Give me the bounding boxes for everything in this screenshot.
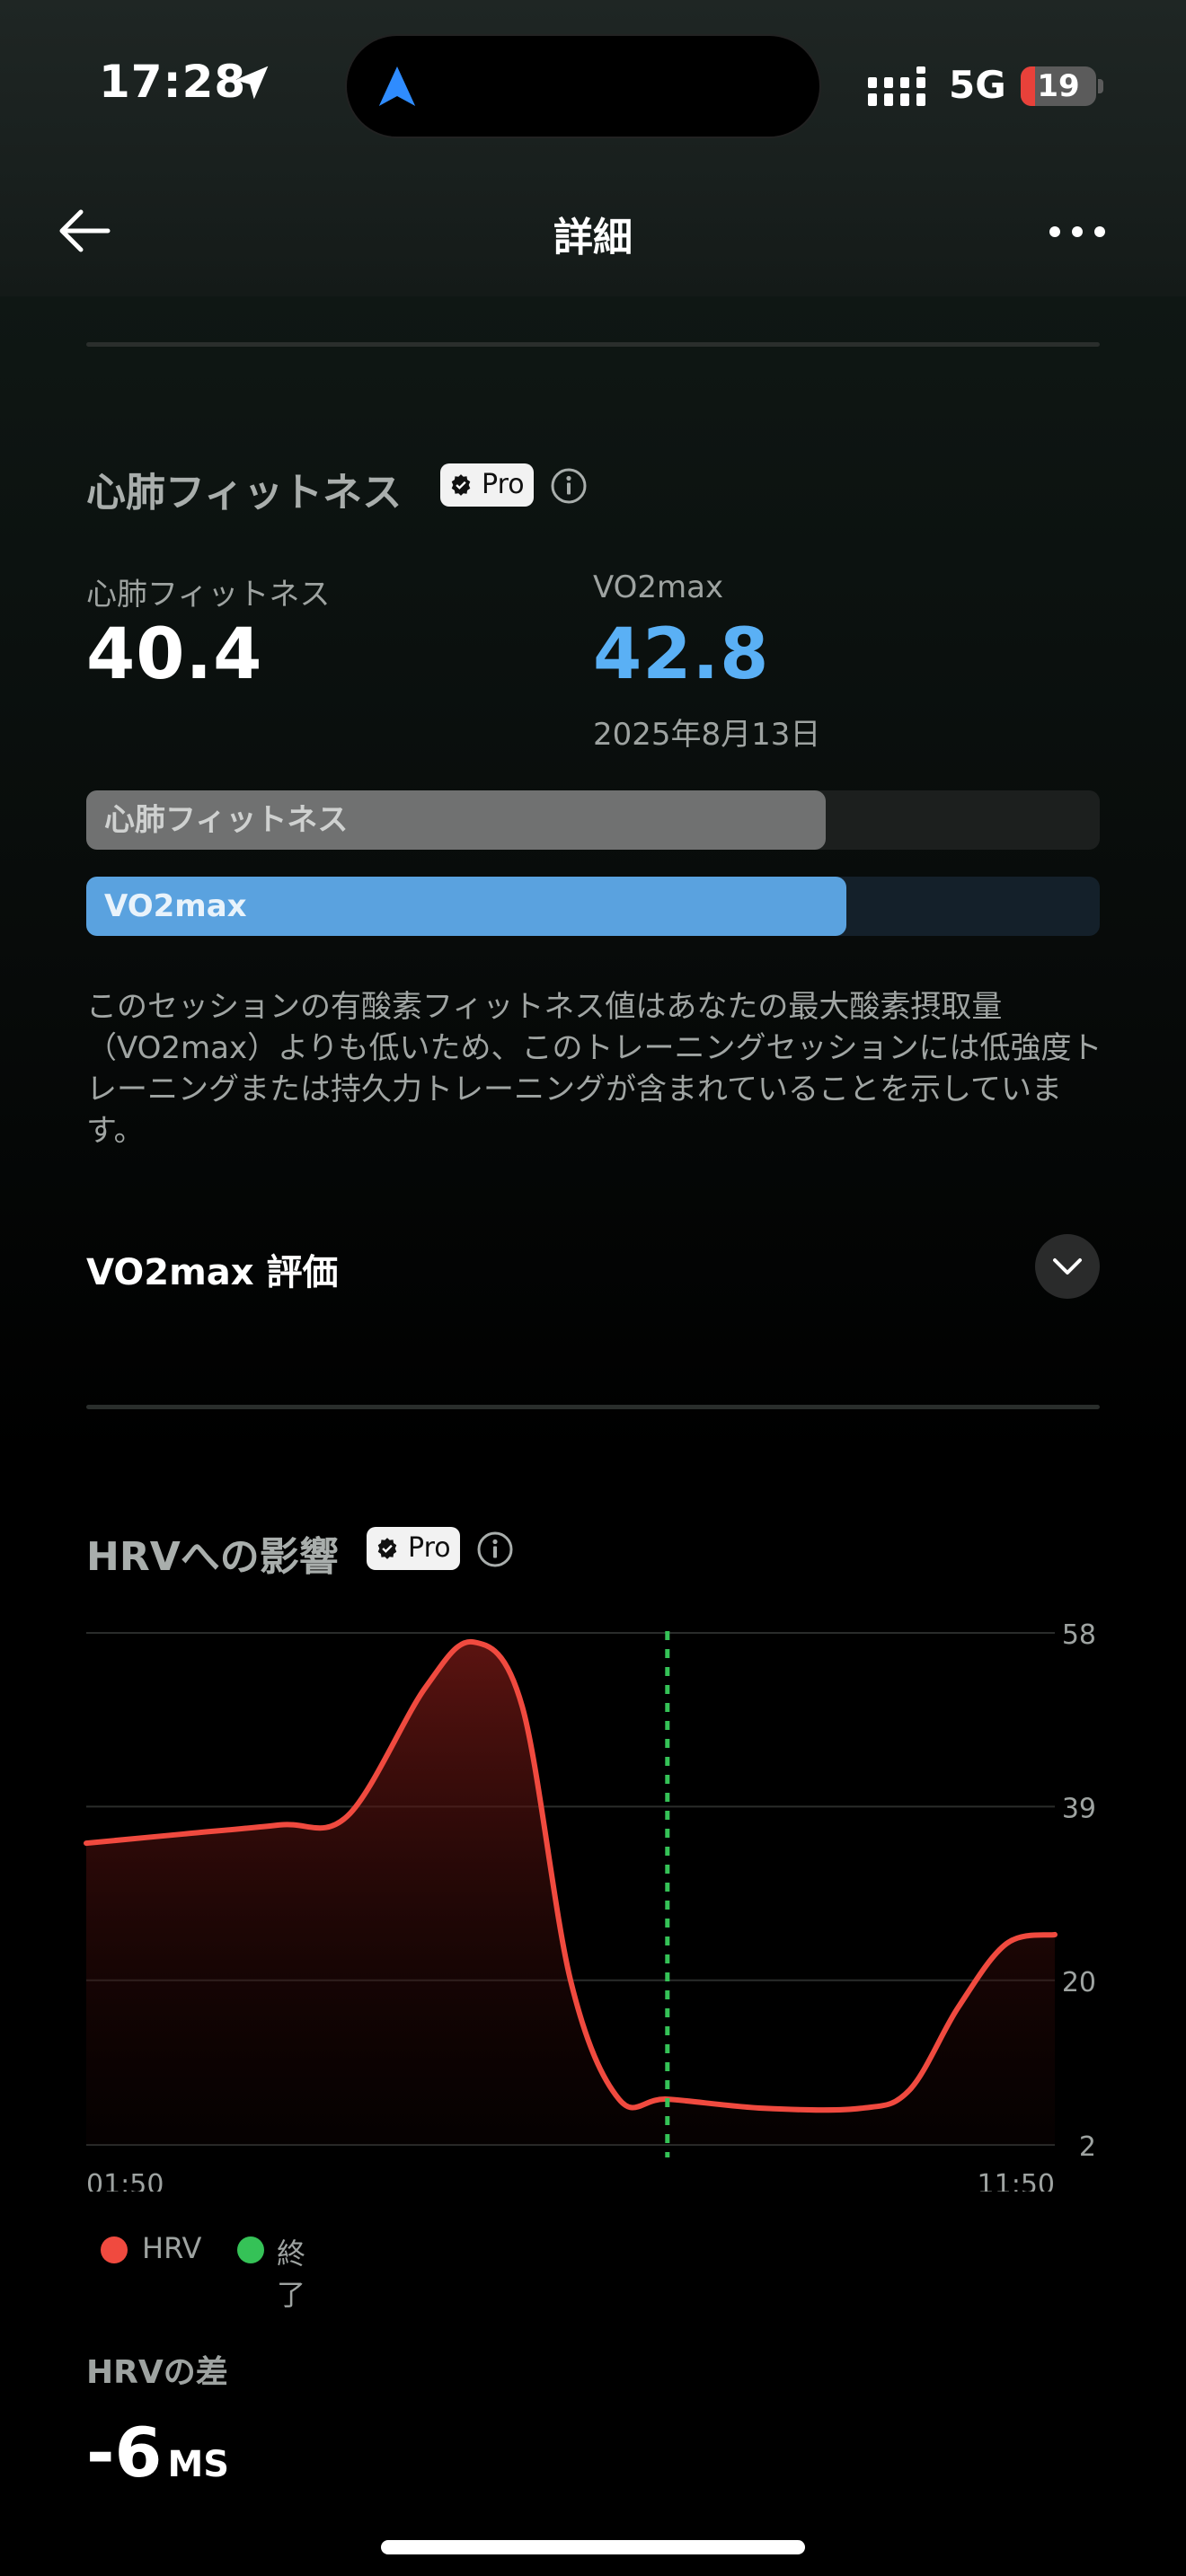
vo2max-evaluation-label: VO2max 評価	[86, 1252, 339, 1293]
vo2max-bar-fill	[86, 877, 846, 936]
battery-cap	[1098, 79, 1103, 93]
end-legend-dot	[237, 2236, 264, 2263]
vo2max-evaluation-row[interactable]: VO2max 評価	[86, 1231, 1100, 1302]
section-divider	[86, 342, 1100, 347]
vo2max-bar: VO2max	[86, 877, 1100, 936]
dynamic-island	[345, 34, 821, 138]
battery-icon: 19	[1021, 66, 1096, 106]
info-icon[interactable]	[550, 467, 588, 505]
back-arrow-icon[interactable]	[54, 199, 117, 262]
page-title: 詳細	[553, 215, 633, 260]
navigation-arrow-icon	[378, 66, 416, 106]
network-type: 5G	[949, 63, 1006, 107]
pro-badge: Pro	[440, 463, 534, 507]
x-tick-label: 11:50	[978, 2169, 1055, 2192]
vo2max-label: VO2max	[593, 569, 724, 605]
section-divider	[86, 1405, 1100, 1409]
verified-badge-icon	[451, 474, 471, 496]
fitness-bar: 心肺フィットネス	[86, 790, 1100, 850]
pro-badge: Pro	[367, 1527, 460, 1570]
hrv-diff-value: -6 MS	[86, 2413, 229, 2492]
vo2max-value: 42.8	[593, 614, 770, 695]
chevron-down-icon	[1053, 1258, 1082, 1275]
hrv-chart: 58 39 20 2 01:50 11:50	[84, 1619, 1096, 2192]
hrv-section-title: HRVへの影響	[86, 1534, 339, 1580]
location-arrow-icon	[235, 66, 269, 100]
hrv-diff-unit: MS	[167, 2444, 230, 2485]
hrv-diff-number: -6	[86, 2413, 163, 2492]
verified-badge-icon	[377, 1538, 397, 1559]
info-icon[interactable]	[476, 1531, 514, 1568]
pro-badge-label: Pro	[408, 1532, 451, 1564]
expand-button[interactable]	[1035, 1234, 1100, 1299]
x-tick-label: 01:50	[86, 2169, 164, 2192]
more-options-icon[interactable]	[1046, 216, 1109, 248]
fitness-label: 心肺フィットネス	[86, 577, 331, 613]
pro-badge-label: Pro	[482, 469, 525, 500]
status-time: 17:28	[99, 56, 247, 108]
battery-level	[1021, 66, 1035, 106]
battery-percent: 19	[1037, 68, 1080, 104]
home-indicator	[381, 2540, 805, 2554]
fitness-value: 40.4	[86, 614, 263, 695]
y-tick-label: 2	[1079, 2131, 1096, 2163]
end-legend-label: 終了	[277, 2236, 306, 2312]
fitness-description: このセッションの有酸素フィットネス値はあなたの最大酸素摂取量（VO2max）より…	[86, 989, 1102, 1149]
hrv-area	[86, 1641, 1055, 2145]
cardio-section-title: 心肺フィットネス	[86, 470, 403, 516]
hrv-legend-label: HRV	[142, 2231, 202, 2265]
hrv-legend-dot	[101, 2236, 128, 2263]
hrv-diff-label: HRVの差	[86, 2354, 228, 2391]
vo2max-date: 2025年8月13日	[593, 717, 821, 753]
y-tick-label: 39	[1062, 1793, 1096, 1824]
y-tick-label: 20	[1062, 1967, 1096, 1998]
y-tick-label: 58	[1062, 1619, 1096, 1651]
fitness-bar-fill	[86, 790, 827, 850]
vo2max-bar-label: VO2max	[104, 888, 247, 924]
fitness-bar-label: 心肺フィットネス	[104, 802, 349, 838]
hrv-line	[84, 1638, 1058, 2113]
signal-icon	[868, 66, 925, 106]
